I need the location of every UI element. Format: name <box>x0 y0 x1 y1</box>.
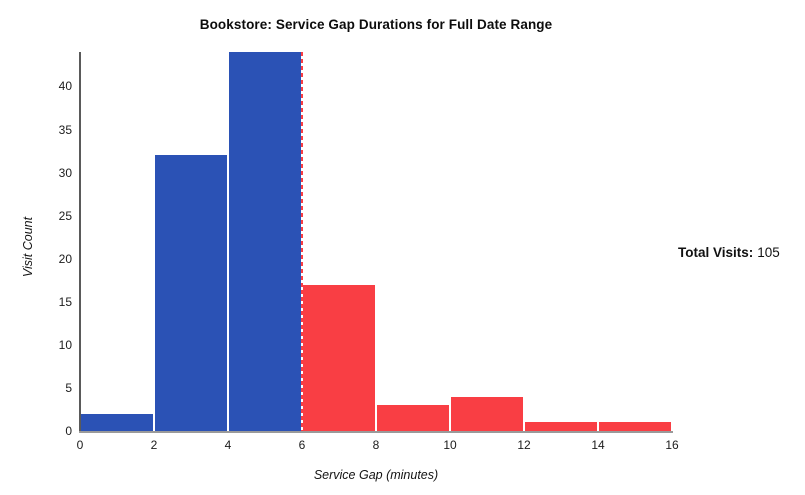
y-tick-5: 5 <box>65 380 72 395</box>
x-tick-2: 2 <box>150 438 158 452</box>
bar-8-10 <box>376 405 450 431</box>
bar-10-12 <box>450 396 524 431</box>
x-tick-16: 16 <box>665 438 679 452</box>
x-tick-14: 14 <box>591 438 605 452</box>
total-visits-annotation: Total Visits: 105 <box>678 245 805 260</box>
bar-6-8 <box>302 284 376 431</box>
y-tick-25: 25 <box>58 208 72 223</box>
plot-area <box>79 52 673 433</box>
y-tick-20: 20 <box>58 251 72 266</box>
bar-4-6 <box>228 52 302 431</box>
x-tick-4: 4 <box>224 438 232 452</box>
x-tick-0: 0 <box>76 438 84 452</box>
total-visits-value: 105 <box>757 245 780 260</box>
y-axis-line <box>79 52 81 431</box>
x-axis-title: Service Gap (minutes) <box>313 468 439 482</box>
bar-2-4 <box>154 155 228 431</box>
total-visits-label: Total Visits: <box>678 245 754 260</box>
chart-title: Bookstore: Service Gap Durations for Ful… <box>199 17 553 32</box>
y-tick-10: 10 <box>58 337 72 352</box>
y-tick-30: 30 <box>58 165 72 180</box>
bar-0-2 <box>80 413 154 431</box>
x-axis-line <box>79 431 673 433</box>
y-axis-title: Visit Count <box>21 216 35 278</box>
x-tick-8: 8 <box>372 438 380 452</box>
y-tick-40: 40 <box>58 79 72 94</box>
x-tick-6: 6 <box>298 438 306 452</box>
threshold-dashed-line <box>301 52 303 431</box>
y-tick-0: 0 <box>65 424 72 438</box>
x-tick-10: 10 <box>443 438 457 452</box>
y-tick-15: 15 <box>58 294 72 309</box>
x-tick-12: 12 <box>517 438 531 452</box>
y-tick-35: 35 <box>58 122 72 137</box>
bar-12-14 <box>524 422 598 431</box>
bar-14-16 <box>598 422 672 431</box>
